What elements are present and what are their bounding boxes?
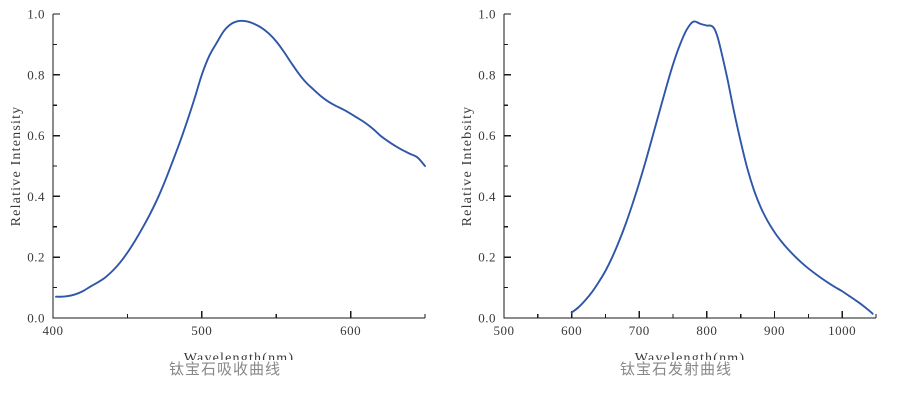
x-tick-label: 1000 xyxy=(828,323,856,338)
y-tick-label: 0.6 xyxy=(27,128,45,143)
x-tick-label: 800 xyxy=(696,323,717,338)
emission-caption: 钛宝石发射曲线 xyxy=(619,360,732,378)
x-tick-label: 900 xyxy=(764,323,785,338)
absorption-caption: 钛宝石吸收曲线 xyxy=(168,360,281,378)
axis-spine xyxy=(503,14,876,319)
y-tick-label: 0.6 xyxy=(478,128,496,143)
absorption-plot: 400 500 600 0.0 0.2 0.4 0.6 0.8 1.0 Wavelength(nm… xyxy=(9,7,426,360)
y-tick-label: 0.4 xyxy=(27,189,45,204)
x-tick-label: 500 xyxy=(191,323,212,338)
y-tick-label: 0.8 xyxy=(27,67,45,82)
x-tick-label: 400 xyxy=(43,323,64,338)
x-axis-title: Wavelength(nm) xyxy=(635,351,746,360)
data-curve xyxy=(570,20,874,315)
chart-panel-emission: 500 600 700 800 900 1000 0.0 0.2 0.4 0.6 0.8 1.0 Wav… xyxy=(451,0,901,400)
y-tick-label: 0.4 xyxy=(478,189,496,204)
x-axis-title: Wavelength(nm) xyxy=(184,351,295,360)
y-tick-label: 0.2 xyxy=(27,250,45,265)
data-curve xyxy=(55,19,426,298)
x-tick-label: 700 xyxy=(629,323,650,338)
x-tick-label: 500 xyxy=(494,323,515,338)
x-tick-label: 600 xyxy=(561,323,582,338)
y-tick-label: 0.0 xyxy=(478,311,496,326)
y-axis-title: Relative Intebsity xyxy=(460,106,475,227)
y-tick-label: 1.0 xyxy=(478,7,496,22)
y-tick-label: 0.0 xyxy=(27,311,45,326)
y-tick-label: 1.0 xyxy=(27,7,45,22)
y-tick-label: 0.2 xyxy=(478,250,496,265)
chart-panel-absorption: 400 500 600 0.0 0.2 0.4 0.6 0.8 1.0 Wavelength(nm… xyxy=(0,0,450,400)
x-tick-label: 600 xyxy=(340,323,361,338)
axis-spine xyxy=(52,14,425,319)
y-axis-title: Relative Intensity xyxy=(9,106,24,227)
y-tick-label: 0.8 xyxy=(478,67,496,82)
emission-plot: 500 600 700 800 900 1000 0.0 0.2 0.4 0.6 0.8 1.0 Wav… xyxy=(460,7,877,360)
